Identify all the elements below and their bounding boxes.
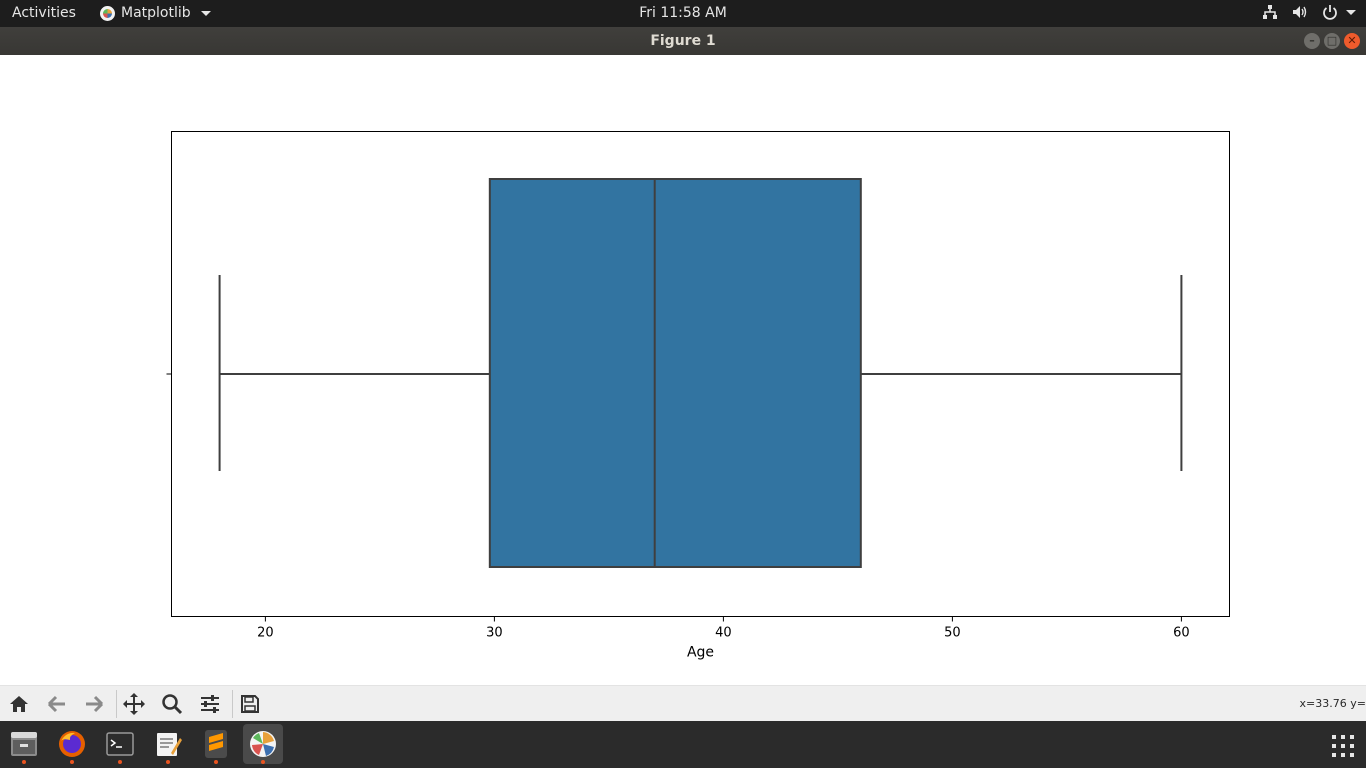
dock-firefox[interactable] [52,724,92,764]
home-icon [10,696,28,712]
dock-files[interactable] [4,724,44,764]
toolbar-separator [232,690,233,718]
running-indicator [261,760,265,764]
volume-icon[interactable] [1292,4,1308,20]
x-axis-ticks: 20 30 40 50 60 [257,616,1190,641]
navigation-toolbar: x=33.76 y= [0,685,1366,722]
dock-matplotlib-figure[interactable] [243,724,283,764]
system-tray[interactable] [1262,4,1356,20]
dock-sublime-text[interactable] [196,724,236,764]
app-menu-label: Matplotlib [121,5,191,21]
zoom-button[interactable] [159,692,185,716]
arrow-right-icon [86,695,104,713]
back-button[interactable] [44,692,70,716]
move-icon [123,693,145,715]
sliders-icon [201,695,219,713]
running-indicator [166,760,170,764]
text-editor-icon [157,733,182,756]
x-axis-label: Age [687,645,714,661]
x-tick-label: 60 [1173,626,1190,641]
power-icon [1323,5,1337,20]
window-title-bar[interactable]: Figure 1 – □ ✕ [0,27,1366,55]
toolbar-separator [116,690,117,718]
x-tick-label: 30 [486,626,503,641]
matplotlib-logo-icon [250,731,276,757]
show-applications-icon[interactable] [1332,735,1354,757]
top-bar: Activities Matplotlib Fri 11:58 AM [0,0,1366,27]
arrow-left-icon [47,695,65,713]
running-indicator [22,760,26,764]
pan-button[interactable] [121,692,147,716]
forward-button[interactable] [81,692,107,716]
floppy-disk-icon [241,695,259,713]
dock-text-editor[interactable] [148,724,188,764]
sublime-text-icon [205,730,227,758]
dock-terminal[interactable] [100,724,140,764]
x-tick-label: 40 [715,626,732,641]
home-button[interactable] [6,692,32,716]
x-tick-label: 50 [944,626,961,641]
firefox-icon [59,731,85,757]
maximize-button[interactable]: □ [1324,33,1340,49]
running-indicator [70,760,74,764]
cursor-coordinates: x=33.76 y= [1299,697,1366,710]
matplotlib-logo-icon [100,5,115,21]
dock [0,721,1366,768]
save-button[interactable] [237,692,263,716]
x-tick-label: 20 [257,626,274,641]
configure-subplots-button[interactable] [197,692,223,716]
minimize-button[interactable]: – [1304,33,1320,49]
window-title: Figure 1 [650,33,716,49]
running-indicator [214,760,218,764]
clock[interactable]: Fri 11:58 AM [639,5,727,21]
power-menu[interactable] [1322,4,1356,20]
close-button[interactable]: ✕ [1344,33,1360,49]
running-indicator [118,760,122,764]
app-menu[interactable]: Matplotlib [100,5,211,21]
box-iqr [488,178,862,568]
magnifier-icon [162,694,183,715]
figure-canvas[interactable]: 20 30 40 50 60 Age [0,55,1366,685]
file-cabinet-icon [11,732,37,756]
chevron-down-icon [1346,9,1356,15]
terminal-icon [106,732,134,756]
chevron-down-icon [200,10,211,16]
network-icon[interactable] [1262,4,1278,20]
box-plot: 20 30 40 50 60 Age [166,131,1230,661]
activities-button[interactable]: Activities [12,5,76,21]
